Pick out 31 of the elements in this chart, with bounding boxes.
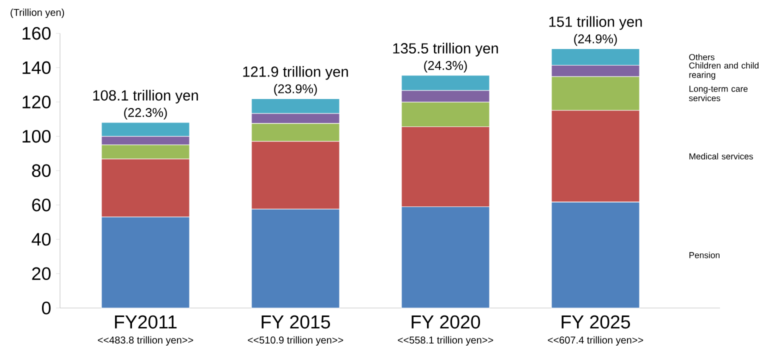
y-tick-label: 40 — [32, 232, 51, 246]
annotation: (24.3%) — [424, 60, 467, 72]
annotation: (22.3%) — [124, 108, 167, 120]
total-label: 108.1 trillion yen — [93, 90, 198, 104]
y-tick-label: 20 — [32, 267, 51, 280]
y-tick-label: 80 — [32, 164, 51, 178]
x-tick-label: FY 2020 — [412, 315, 480, 329]
total-label: 151 trillion yen — [549, 16, 642, 30]
text: <<607.4 trillion yen>> — [548, 336, 644, 346]
y-axis-title: (Trillion yen) — [10, 8, 64, 18]
y-tick-label: 160 — [22, 26, 51, 40]
y-tick-label: 0 — [42, 302, 51, 314]
y-tick-label: 60 — [32, 198, 51, 212]
text: Others — [689, 54, 714, 60]
text: <<558.1 trillion yen>> — [398, 336, 494, 346]
total-label: 135.5 trillion yen — [393, 42, 498, 56]
text: Children and child rearing — [689, 62, 759, 80]
text: Medical services — [689, 153, 753, 160]
annotation: (23.9%) — [274, 84, 317, 96]
text: <<510.9 trillion yen>> — [248, 336, 344, 346]
y-tick-label: 120 — [22, 96, 51, 108]
text: Pension — [689, 252, 720, 258]
x-tick-label: FY2011 — [115, 315, 177, 329]
total-label: 121.9 trillion yen — [243, 66, 348, 80]
annotation: (24.9%) — [574, 34, 617, 46]
y-tick-label: 100 — [22, 130, 51, 143]
x-tick-label: FY 2025 — [562, 315, 630, 329]
y-tick-label: 140 — [22, 61, 51, 74]
x-tick-label: FY 2015 — [262, 315, 330, 329]
text: Long-term care services — [689, 86, 748, 102]
text: <<483.8 trillion yen>> — [98, 336, 194, 346]
